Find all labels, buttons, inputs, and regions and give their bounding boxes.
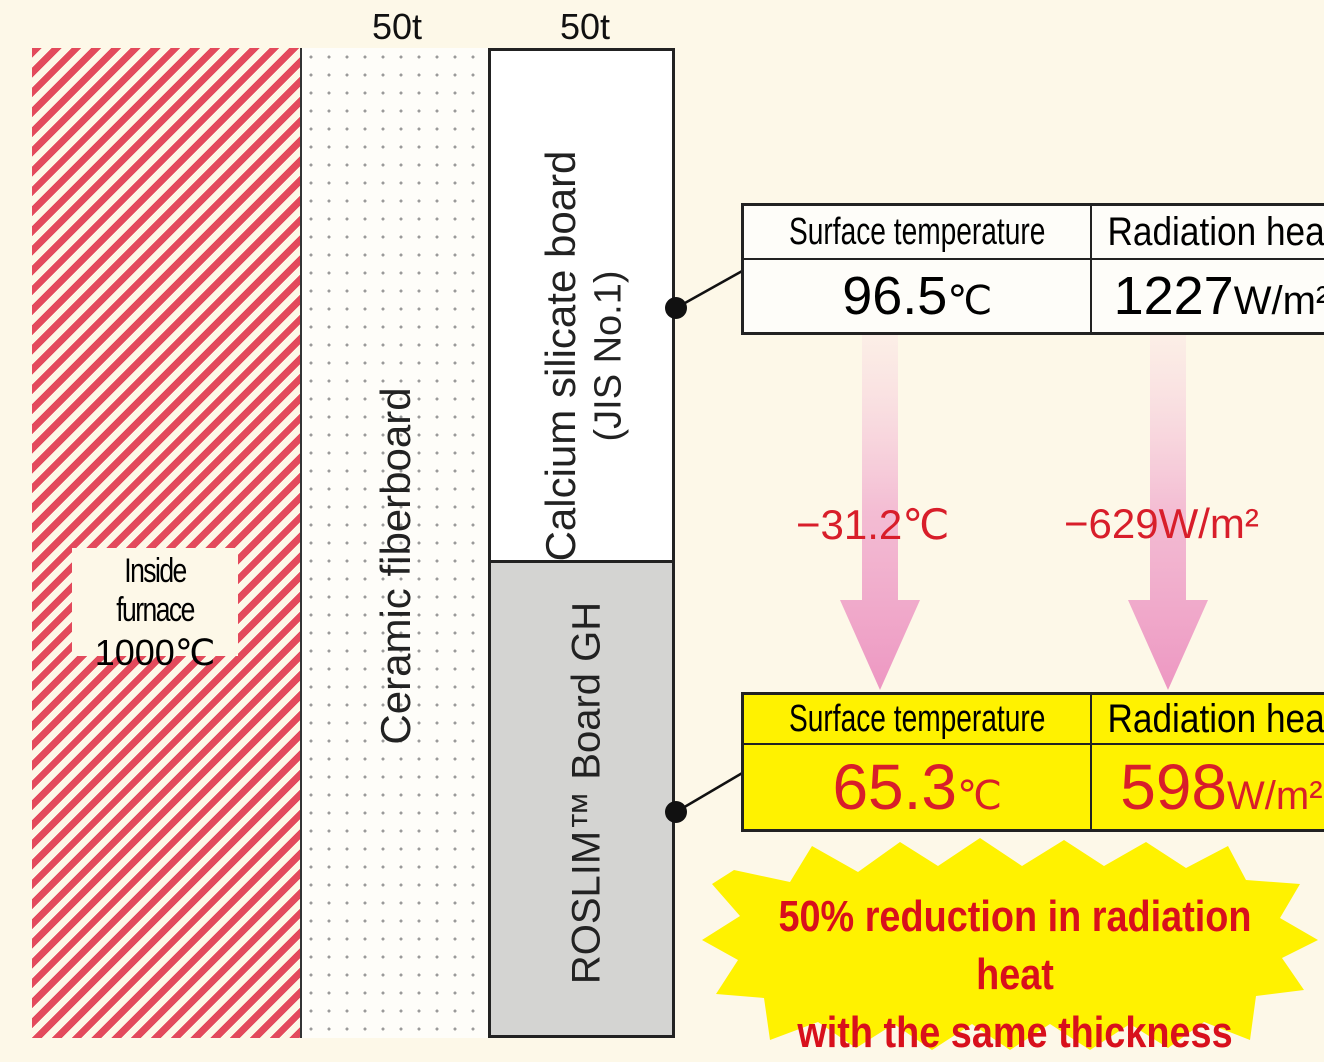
- connector-line-bottom: [675, 770, 745, 814]
- callout-text: 50% reduction in radiation heat with the…: [736, 888, 1295, 1062]
- furnace-name: Inside furnace: [116, 552, 195, 629]
- value-surface-temperature: 65.3℃: [741, 743, 1093, 832]
- measurement-dot-roslim: [665, 801, 687, 823]
- radiation-delta: −629W/m²: [1064, 500, 1259, 547]
- furnace-hatch: [32, 48, 300, 1038]
- furnace-label: Inside furnace 1000℃: [72, 548, 238, 673]
- value-radiation-heat: 598W/m²: [1090, 743, 1324, 832]
- radiation-down-arrow: [1128, 335, 1208, 690]
- callout-line-2: with the same thickness: [797, 1008, 1233, 1057]
- calcium-silicate-layer: Calcium silicate board (JIS No.1): [488, 48, 675, 561]
- callout-burst: [702, 838, 1318, 1050]
- header-surface-temperature: Surface temperature: [741, 692, 1093, 745]
- value-radiation-heat: 1227W/m²: [1090, 258, 1324, 335]
- header-radiation-heat: Radiation heat: [1090, 692, 1324, 745]
- thickness-label-calcium: 50t: [560, 6, 611, 47]
- result-table-calcium: Surface temperature Radiation heat 96.5℃…: [741, 203, 1324, 335]
- furnace-temperature: 1000℃: [94, 632, 216, 673]
- result-table-roslim: Surface temperature Radiation heat 65.3℃…: [741, 692, 1324, 832]
- connector-line-top: [675, 268, 745, 310]
- ceramic-fiberboard-layer: Ceramic fiberboard: [300, 48, 488, 1038]
- header-radiation-heat: Radiation heat: [1090, 203, 1324, 260]
- roslim-board-layer: ROSLIM™ Board GH: [488, 560, 675, 1038]
- thickness-label-ceramic: 50t: [372, 6, 423, 47]
- temperature-down-arrow: [840, 335, 920, 690]
- header-surface-temperature: Surface temperature: [741, 203, 1093, 260]
- callout-line-1: 50% reduction in radiation heat: [778, 892, 1252, 999]
- value-surface-temperature: 96.5℃: [741, 258, 1093, 335]
- measurement-dot-calcium: [665, 297, 687, 319]
- temperature-delta: −31.2℃: [796, 501, 950, 548]
